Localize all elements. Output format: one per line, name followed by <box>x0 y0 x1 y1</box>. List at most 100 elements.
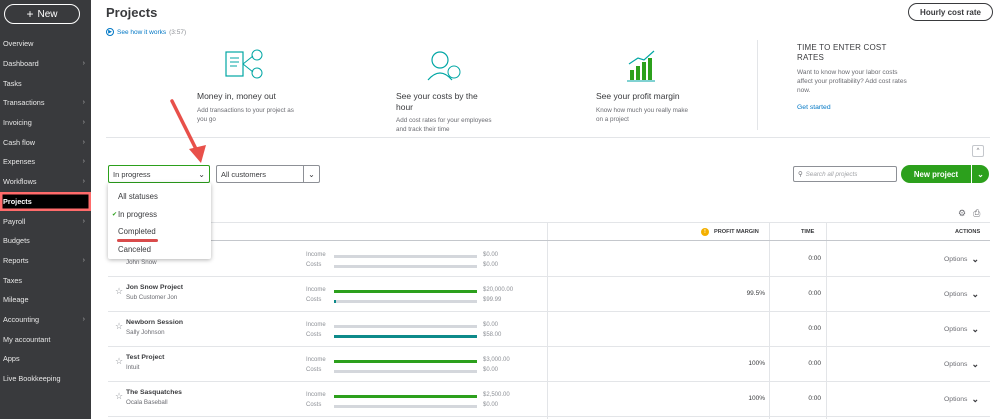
sidebar-item-label: Payroll <box>3 216 26 226</box>
sidebar-item-workflows[interactable]: Workflows › <box>0 172 91 192</box>
star-icon[interactable]: ☆ <box>115 321 124 331</box>
sidebar-item-label: Reports <box>3 255 29 265</box>
sidebar-item-projects[interactable]: Projects <box>0 191 91 212</box>
table-row[interactable]: ☆ The Sasquatches Ocala Baseball Income Cost… <box>108 382 990 417</box>
project-name[interactable]: Jon Snow Project <box>126 284 184 291</box>
star-icon[interactable]: ☆ <box>115 356 124 366</box>
left-sidebar: + New Overview Dashboard › Tasks Transaction… <box>0 0 91 419</box>
sidebar-item-reports[interactable]: Reports › <box>0 251 91 271</box>
chevron-down-icon: ⌄ <box>971 254 979 264</box>
table-row[interactable]: ☆ Newborn Session Sally Johnson Income Costs… <box>108 312 990 347</box>
chevron-down-icon: ⌄ <box>971 289 979 299</box>
options-menu[interactable]: Options ⌄ <box>944 394 979 405</box>
sidebar-item-label: Live Bookkeeping <box>3 374 61 384</box>
profit-margin-header[interactable]: ! PROFIT MARGIN <box>701 223 759 241</box>
sidebar-item-overview[interactable]: Overview <box>0 34 91 54</box>
sidebar-item-label: Budgets <box>3 236 30 246</box>
status-dropdown-menu: All statuses ✔ In progress Completed Can… <box>108 183 211 259</box>
time-header[interactable]: TIME <box>801 229 815 235</box>
chevron-right-icon: › <box>82 178 85 186</box>
see-how-link[interactable]: ▶ See how it works (3:57) <box>106 28 186 36</box>
column-divider <box>826 222 827 419</box>
sidebar-item-my-accountant[interactable]: My accountant <box>0 329 91 349</box>
options-menu[interactable]: Options ⌄ <box>944 324 979 335</box>
chevron-down-icon: ⌄ <box>971 324 979 334</box>
status-option-completed[interactable]: Completed <box>118 227 156 236</box>
project-name[interactable]: The Sasquatches <box>126 389 182 396</box>
chevron-right-icon: › <box>82 256 85 264</box>
sidebar-item-accounting[interactable]: Accounting › <box>0 310 91 330</box>
status-filter-value: In progress <box>113 169 151 179</box>
costs-label: Costs <box>306 297 322 303</box>
costs-bar <box>334 335 477 338</box>
project-customer: Sally Johnson <box>126 329 165 336</box>
costs-bar <box>334 405 477 408</box>
sidebar-item-budgets[interactable]: Budgets <box>0 231 91 251</box>
promo-costs: See your costs by the hour Add cost rate… <box>396 48 496 134</box>
project-name[interactable]: Test Project <box>126 354 165 361</box>
income-label: Income <box>306 252 326 258</box>
chevron-down-icon[interactable]: ⌄ <box>971 165 989 183</box>
play-icon: ▶ <box>106 28 114 36</box>
promo-costs-desc: Add cost rates for your employees and tr… <box>396 117 492 133</box>
collapse-promo-button[interactable]: ^ <box>972 145 984 157</box>
sidebar-item-label: Mileage <box>3 295 29 305</box>
options-label: Options <box>944 256 968 263</box>
costs-amount: $99.99 <box>483 297 502 303</box>
sidebar-item-payroll[interactable]: Payroll › <box>0 211 91 231</box>
sidebar-item-invoicing[interactable]: Invoicing › <box>0 113 91 133</box>
costs-amount: $0.00 <box>483 262 499 268</box>
search-input[interactable]: ⚲ Search all projects <box>793 166 897 182</box>
options-menu[interactable]: Options ⌄ <box>944 289 979 300</box>
income-amount: $2,500.00 <box>483 392 510 398</box>
new-button[interactable]: + New <box>4 4 80 24</box>
hourly-cost-rate-button[interactable]: Hourly cost rate <box>908 3 993 21</box>
income-bar-fill <box>334 360 477 363</box>
status-option-all[interactable]: All statuses <box>118 192 158 201</box>
income-label: Income <box>306 322 326 328</box>
customer-filter-dropdown[interactable]: All customers ⌄ <box>216 165 320 183</box>
time-value: 0:00 <box>808 255 821 262</box>
costs-bar-fill <box>334 300 337 303</box>
sidebar-item-tasks[interactable]: Tasks <box>0 73 91 93</box>
income-label: Income <box>306 287 326 293</box>
star-icon[interactable]: ☆ <box>115 286 124 296</box>
new-button-label: New <box>37 8 58 20</box>
table-row[interactable]: ☆ Jon Snow Project Sub Customer Jon Income C… <box>108 277 990 312</box>
new-project-button[interactable]: New project ⌄ <box>901 165 989 183</box>
options-label: Options <box>944 396 968 403</box>
options-menu[interactable]: Options ⌄ <box>944 254 979 265</box>
get-started-link[interactable]: Get started <box>797 104 831 111</box>
profit-margin-value: 100% <box>748 360 765 367</box>
sidebar-item-taxes[interactable]: Taxes <box>0 270 91 290</box>
table-row[interactable]: ☆ Test Project Intuit Income Costs $3,000.00 $… <box>108 347 990 382</box>
warning-icon: ! <box>701 228 709 236</box>
project-customer: Sub Customer Jon <box>126 294 178 301</box>
red-arrow-annotation <box>170 99 206 163</box>
star-icon[interactable]: ☆ <box>115 391 124 401</box>
costs-bar <box>334 300 477 303</box>
project-name[interactable]: Newborn Session <box>126 319 184 326</box>
gear-icon[interactable]: ⚙ <box>958 208 967 218</box>
options-label: Options <box>944 361 968 368</box>
costs-amount: $0.00 <box>483 367 499 373</box>
status-filter-dropdown[interactable]: In progress ⌄ <box>108 165 210 183</box>
time-value: 0:00 <box>808 290 821 297</box>
status-option-in-progress[interactable]: ✔ In progress <box>112 210 157 219</box>
options-menu[interactable]: Options ⌄ <box>944 359 979 370</box>
sidebar-item-apps[interactable]: Apps <box>0 349 91 369</box>
sidebar-item-expenses[interactable]: Expenses › <box>0 152 91 172</box>
sidebar-item-dashboard[interactable]: Dashboard › <box>0 54 91 74</box>
print-icon[interactable]: ⎙ <box>973 208 981 218</box>
table-row[interactable]: John Snow Income Costs $0.00 $0.00 0:00 Option… <box>108 242 990 277</box>
promo-divider <box>757 40 758 130</box>
promo-money: Money in, money out Add transactions to … <box>197 48 297 124</box>
sidebar-item-transactions[interactable]: Transactions › <box>0 93 91 113</box>
sidebar-item-cash-flow[interactable]: Cash flow › <box>0 132 91 152</box>
sidebar-item-mileage[interactable]: Mileage <box>0 290 91 310</box>
sidebar-item-live-bookkeeping[interactable]: Live Bookkeeping <box>0 369 91 389</box>
status-option-canceled[interactable]: Canceled <box>118 245 151 254</box>
sidebar-item-label: Workflows <box>3 177 37 187</box>
promo-money-desc: Add transactions to your project as you … <box>197 106 294 123</box>
promo-profit-desc: Know how much you really make on a proje… <box>596 106 689 123</box>
